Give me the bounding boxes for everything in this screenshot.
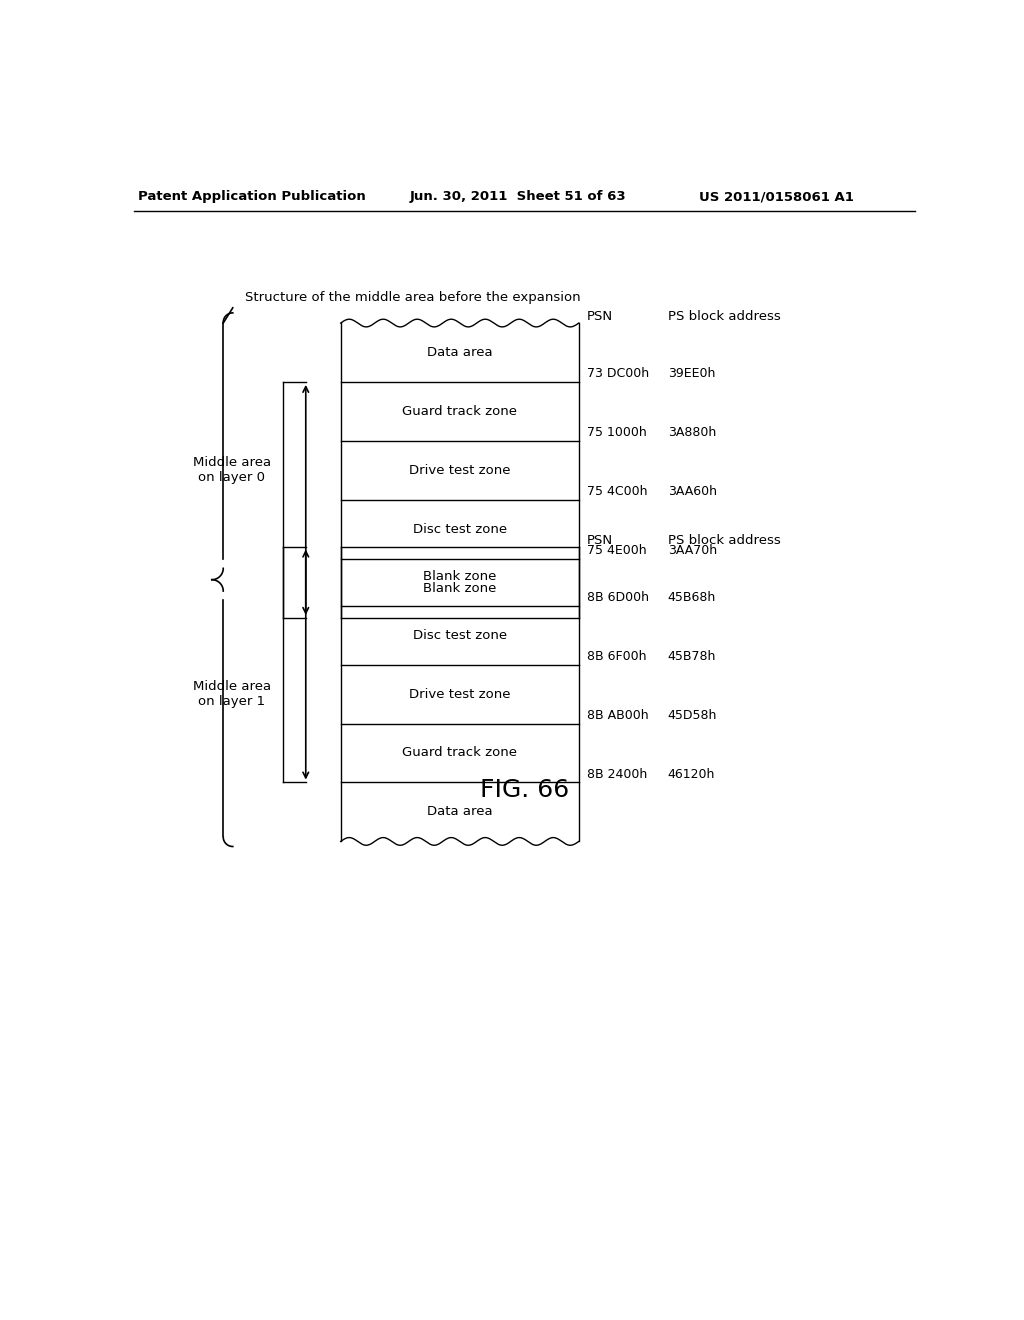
Text: FIG. 66: FIG. 66 (480, 779, 569, 803)
Text: Drive test zone: Drive test zone (409, 688, 511, 701)
Text: 39EE0h: 39EE0h (668, 367, 715, 380)
Text: Guard track zone: Guard track zone (402, 405, 517, 418)
Text: 75 4E00h: 75 4E00h (587, 544, 646, 557)
Text: PSN: PSN (587, 310, 612, 323)
Text: Disc test zone: Disc test zone (413, 523, 507, 536)
Text: 45D58h: 45D58h (668, 709, 717, 722)
Text: Data area: Data area (427, 805, 493, 818)
Text: US 2011/0158061 A1: US 2011/0158061 A1 (699, 190, 854, 203)
Text: Drive test zone: Drive test zone (409, 463, 511, 477)
Text: 3AA60h: 3AA60h (668, 486, 717, 499)
Text: Patent Application Publication: Patent Application Publication (137, 190, 366, 203)
Text: 45B68h: 45B68h (668, 591, 716, 605)
Text: Middle area
on layer 0: Middle area on layer 0 (193, 457, 270, 484)
Text: Blank zone: Blank zone (423, 582, 497, 595)
Text: 46120h: 46120h (668, 768, 715, 781)
Text: Blank zone: Blank zone (423, 570, 497, 582)
Text: 8B 6F00h: 8B 6F00h (587, 649, 646, 663)
Text: Middle area
on layer 1: Middle area on layer 1 (193, 680, 270, 708)
Text: Data area: Data area (427, 346, 493, 359)
Text: PS block address: PS block address (668, 310, 780, 323)
Text: 75 1000h: 75 1000h (587, 426, 646, 440)
Text: Disc test zone: Disc test zone (413, 628, 507, 642)
Text: Jun. 30, 2011  Sheet 51 of 63: Jun. 30, 2011 Sheet 51 of 63 (410, 190, 627, 203)
Text: Structure of the middle area before the expansion: Structure of the middle area before the … (245, 290, 581, 304)
Text: 3A880h: 3A880h (668, 426, 716, 440)
Text: 8B 2400h: 8B 2400h (587, 768, 647, 781)
Text: Guard track zone: Guard track zone (402, 747, 517, 759)
Text: PSN: PSN (587, 533, 612, 546)
Text: 73 DC00h: 73 DC00h (587, 367, 649, 380)
Text: 8B AB00h: 8B AB00h (587, 709, 648, 722)
Text: 45B78h: 45B78h (668, 649, 716, 663)
Text: 75 4C00h: 75 4C00h (587, 486, 647, 499)
Text: 3AA70h: 3AA70h (668, 544, 717, 557)
Text: 8B 6D00h: 8B 6D00h (587, 591, 648, 605)
Text: PS block address: PS block address (668, 533, 780, 546)
